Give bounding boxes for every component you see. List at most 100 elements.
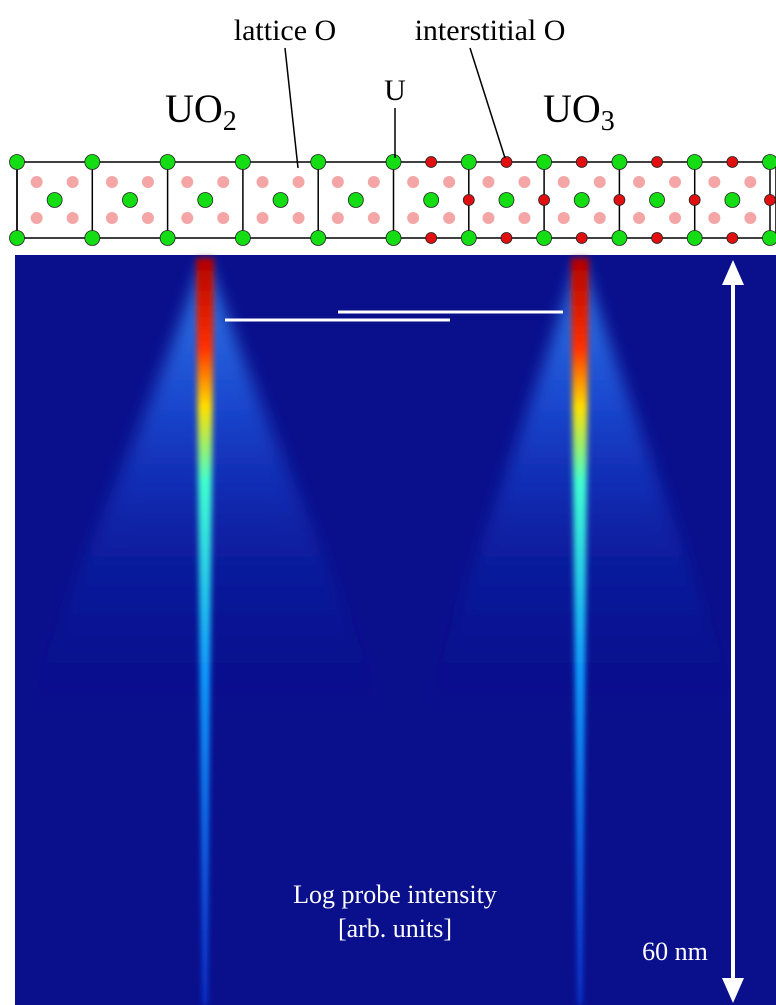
label-interstitial-o: interstitial O (415, 14, 566, 47)
subscript: 3 (601, 106, 615, 137)
interstitial-o (727, 233, 738, 244)
lattice-o (368, 212, 380, 224)
u-atom (235, 231, 250, 246)
u-atom (348, 193, 363, 208)
interstitial-o (576, 233, 587, 244)
u-atom (198, 193, 213, 208)
lattice-o (257, 176, 269, 188)
phase-uo3: UO3 (543, 86, 615, 137)
u-atom (47, 193, 62, 208)
u-atom (160, 231, 175, 246)
lattice-o (518, 176, 530, 188)
u-atom (763, 231, 776, 246)
lattice-o (217, 212, 229, 224)
u-atom (235, 155, 250, 170)
lattice-o (106, 176, 118, 188)
lattice-o (293, 176, 305, 188)
heatmap: Log probe intensity [arb. units] 60 nm (15, 255, 776, 1005)
lattice-o (708, 212, 720, 224)
label-u: U (384, 74, 406, 107)
lattice-o (518, 212, 530, 224)
lattice-o (744, 212, 756, 224)
interstitial-o (426, 157, 437, 168)
u-atom (10, 155, 25, 170)
interstitial-o (501, 233, 512, 244)
lattice (10, 155, 776, 246)
label-lattice-o: lattice O (234, 14, 336, 47)
u-atom (10, 231, 25, 246)
lattice-o (142, 212, 154, 224)
pointer (470, 48, 505, 158)
u-atom (687, 231, 702, 246)
formula: UO (165, 86, 223, 131)
lattice-o (669, 212, 681, 224)
lattice-o (217, 176, 229, 188)
interstitial-o (501, 157, 512, 168)
u-atom (537, 155, 552, 170)
lattice-o (633, 176, 645, 188)
u-atom (650, 193, 665, 208)
lattice-o (67, 176, 79, 188)
interstitial-o (727, 157, 738, 168)
lattice-o (332, 212, 344, 224)
lattice-o (558, 212, 570, 224)
lattice-o (633, 212, 645, 224)
lattice-o (67, 212, 79, 224)
lattice-o (293, 212, 305, 224)
caption: [arb. units] (338, 914, 452, 943)
u-atom (574, 193, 589, 208)
interstitial-o (539, 195, 550, 206)
u-atom (311, 231, 326, 246)
lattice-o (142, 176, 154, 188)
u-atom (311, 155, 326, 170)
formula: UO (543, 86, 601, 131)
u-atom (461, 231, 476, 246)
u-atom (725, 193, 740, 208)
lattice-o (443, 212, 455, 224)
scale-label: 60 nm (642, 937, 708, 966)
u-atom (424, 193, 439, 208)
interstitial-o (463, 195, 474, 206)
u-atom (386, 155, 401, 170)
lattice-o (181, 212, 193, 224)
lattice-o (181, 176, 193, 188)
interstitial-o (765, 195, 776, 206)
u-atom (273, 193, 288, 208)
lattice-o (31, 212, 43, 224)
lattice-o (31, 176, 43, 188)
lattice-o (407, 176, 419, 188)
phase-uo2: UO2 (165, 86, 237, 137)
caption: Log probe intensity (293, 880, 497, 909)
lattice-o (594, 212, 606, 224)
u-atom (612, 231, 627, 246)
lattice-o (368, 176, 380, 188)
u-atom (85, 231, 100, 246)
interstitial-o (576, 157, 587, 168)
u-atom (386, 231, 401, 246)
u-atom (499, 193, 514, 208)
pointer (285, 48, 298, 168)
lattice-o (744, 176, 756, 188)
interstitial-o (689, 195, 700, 206)
u-atom (461, 155, 476, 170)
interstitial-o (652, 157, 663, 168)
lattice-o (443, 176, 455, 188)
u-atom (122, 193, 137, 208)
lattice-o (594, 176, 606, 188)
u-atom (612, 155, 627, 170)
lattice-o (257, 212, 269, 224)
lattice-o (558, 176, 570, 188)
lattice-o (482, 176, 494, 188)
u-atom (160, 155, 175, 170)
lattice-o (407, 212, 419, 224)
figure: lattice O interstitial O U UO2 UO3 Log p… (0, 0, 776, 1005)
u-atom (537, 231, 552, 246)
lattice-o (708, 176, 720, 188)
u-atom (687, 155, 702, 170)
u-atom (763, 155, 776, 170)
interstitial-o (652, 233, 663, 244)
lattice-o (482, 212, 494, 224)
lattice-o (332, 176, 344, 188)
subscript: 2 (223, 106, 237, 137)
interstitial-o (426, 233, 437, 244)
